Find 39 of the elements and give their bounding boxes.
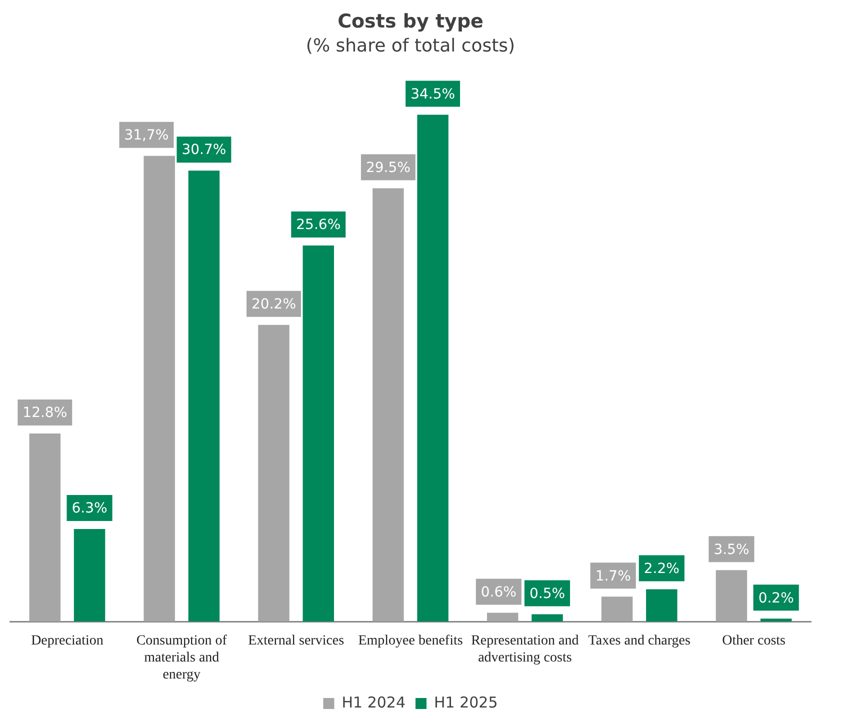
chart-subtitle: (% share of total costs) [306,35,516,56]
bar [532,614,563,622]
data-label: 20.2% [252,296,296,312]
data-label: 0.5% [529,586,566,602]
bar [760,618,792,622]
bar [646,589,678,622]
bar [188,170,220,622]
legend-label: H1 2025 [434,693,498,712]
data-label: 34.5% [410,86,456,102]
x-tick-label: Representation and advertising costs [471,634,579,666]
data-label: 1.7% [595,568,631,584]
chart-title: Costs by type [338,10,484,32]
bar [144,156,175,622]
bar [302,246,334,622]
data-label: 2.2% [644,560,680,577]
x-tick-label: Consumption of materials and energy [136,634,228,682]
x-tick-label: Depreciation [31,634,104,649]
data-label: 0.2% [758,590,794,606]
data-label: 31,7% [124,128,169,144]
bar [29,434,61,622]
x-tick-label: Employee benefits [358,634,463,649]
bar [601,596,633,622]
data-label: 30.7% [182,142,226,158]
data-label: 25.6% [296,217,341,234]
bar [417,114,448,622]
bar [716,570,748,622]
x-tick-label: Other costs [722,634,786,649]
legend-label: H1 2024 [342,693,406,712]
data-label: 3.5% [714,542,750,558]
bar [486,612,518,622]
data-label: 6.3% [72,500,108,517]
data-label: 29.5% [366,160,410,176]
x-tick-label: External services [248,634,344,649]
bar [372,188,404,622]
data-label: 12.8% [22,405,68,422]
bar [74,529,106,622]
bar [258,324,290,622]
data-label: 0.6% [480,584,516,600]
x-tick-label: Taxes and charges [588,634,690,649]
